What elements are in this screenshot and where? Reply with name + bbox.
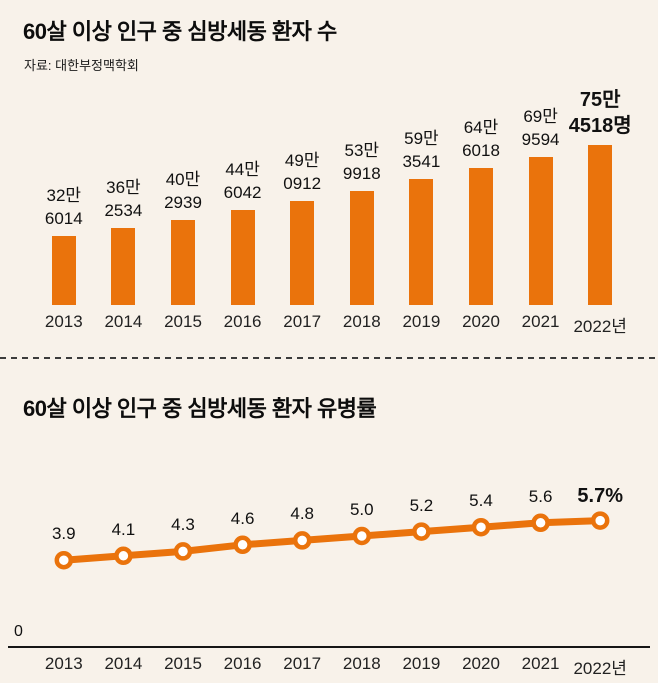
line-point-marker: [114, 546, 133, 566]
bar: [230, 210, 255, 305]
bar-value-label: 32만 6014: [44, 186, 83, 228]
source-label: 자료: 대한부정맥학회: [24, 58, 139, 73]
panel-divider: [0, 357, 658, 359]
point-value-label: 4.6: [230, 508, 255, 528]
bar: [290, 201, 315, 305]
bar-value-label: 64만 6018: [462, 118, 500, 160]
line-point-marker: [352, 526, 372, 546]
bar-value-label: 49만 0912: [283, 151, 322, 193]
point-value-label: 3.9: [51, 524, 76, 544]
bar: [409, 179, 434, 305]
bar-value-label: 44만 6042: [223, 160, 262, 202]
bar-value-label: 69만 9594: [521, 107, 560, 149]
bar: [528, 157, 553, 305]
x-tick-label: 2013: [44, 654, 83, 673]
x-tick-label: 2019: [402, 654, 441, 673]
x-tick-label: 2018: [342, 312, 381, 331]
point-value-label: 4.3: [171, 515, 195, 535]
line-point-marker: [233, 535, 252, 555]
x-tick-label: 2015: [164, 312, 202, 331]
line-point-marker: [412, 522, 431, 541]
line-point-marker: [531, 513, 550, 533]
bar-chart-x-axis: 2013 2014 2015 2016 2017 2018 2019 2020 2021 2022…: [0, 312, 658, 336]
line-point-marker: [173, 542, 193, 561]
x-tick-label: 2021: [521, 312, 560, 331]
point-value-label: 4.1: [111, 519, 136, 539]
bar-chart-plot: 32만 6014 36만 2534 40만 2939 44만 6042 49만 0912 53만 99…: [0, 89, 658, 305]
bar: [349, 191, 374, 305]
bar: [588, 145, 613, 305]
bar: [111, 228, 136, 305]
x-tick-label: 2019: [402, 312, 441, 331]
x-tick-label: 2020: [462, 654, 500, 673]
line-chart-title: 60살 이상 인구 중 심방세동 환자 유병률: [23, 396, 377, 421]
bar: [171, 220, 195, 305]
bar-value-label: 59만 3541: [402, 129, 441, 171]
x-tick-label: 2017: [283, 312, 322, 331]
bar-chart-title: 60살 이상 인구 중 심방세동 환자 수: [23, 19, 337, 44]
x-tick-label: 2015: [164, 654, 202, 673]
bar: [51, 236, 76, 305]
x-tick-label: 2014: [104, 312, 143, 331]
x-tick-label: 2022년: [573, 659, 627, 678]
line-point-marker: [471, 517, 491, 537]
line-chart-svg: [54, 511, 610, 570]
point-value-label: 5.2: [409, 495, 434, 515]
bar-value-label: 36만 2534: [104, 178, 143, 220]
y-axis-zero-label: 0: [14, 623, 23, 640]
point-value-label: 5.6: [528, 486, 553, 506]
point-value-label: 4.8: [290, 504, 314, 524]
x-axis-line: [8, 646, 650, 648]
line-chart-plot: 3.9 4.1 4.3 4.6 4.8 5.0 5.2 5.4 5.6 5.7%: [0, 440, 658, 646]
x-tick-label: 2018: [342, 654, 381, 673]
x-tick-label: 2017: [283, 654, 322, 673]
bar: [469, 168, 493, 305]
point-value-label: 5.4: [469, 491, 493, 511]
x-tick-label: 2022년: [573, 317, 627, 336]
point-value-label: 5.0: [349, 500, 374, 519]
x-tick-label: 2016: [223, 654, 262, 673]
x-tick-label: 2021: [521, 654, 560, 673]
x-tick-label: 2014: [104, 654, 143, 673]
line-point-marker: [54, 550, 74, 570]
bar-value-label: 40만 2939: [164, 170, 202, 212]
x-tick-label: 2013: [44, 312, 83, 331]
point-value-label: 5.7%: [577, 484, 623, 507]
line-point-marker: [590, 511, 610, 530]
x-tick-label: 2020: [462, 312, 500, 331]
x-tick-label: 2016: [223, 312, 262, 331]
line-chart-x-axis: 2013 2014 2015 2016 2017 2018 2019 2020 2021 2022…: [0, 654, 658, 678]
bar-value-label: 75만 4518명: [568, 89, 632, 137]
trend-line: [60, 517, 604, 564]
line-point-marker: [292, 531, 312, 550]
bar-value-label: 53만 9918: [342, 141, 381, 183]
